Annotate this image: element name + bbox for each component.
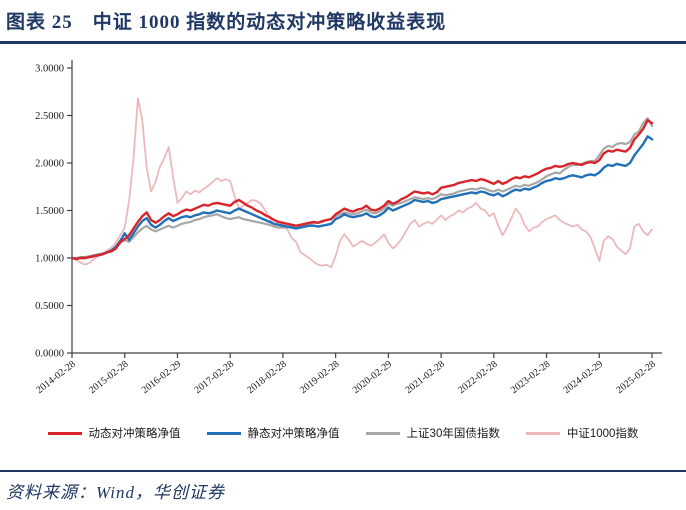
legend-line-sample-csi1000 [525,431,560,435]
footer-divider [0,470,686,472]
legend-item-static: 静态对冲策略净值 [206,425,340,441]
x-axis-label: 2023-02-28 [509,359,553,396]
y-axis-label: 0.5000 [35,301,64,312]
y-axis-label: 3.0000 [35,64,64,75]
figure-title: 图表 25 中证 1000 指数的动态对冲策略收益表现 [6,12,447,33]
x-axis-label: 2015-02-28 [87,359,131,396]
chart-area: 0.0000 0.5000 1.0000 1.5000 2.0000 2.5000 3.00… [10,48,676,420]
legend-line-sample-bond [365,431,400,435]
x-axis-label: 2018-02-28 [245,359,289,396]
legend-line-sample-dynamic [47,431,82,435]
series-line-csi1000 [71,97,653,269]
series-line-static [70,135,654,261]
legend-label: 上证30年国债指数 [406,428,500,440]
x-axis-label: 2022-02-28 [456,359,500,396]
chart-legend: 动态对冲策略净值 静态对冲策略净值 上证30年国债指数 中证1000指数 [0,422,686,444]
legend-item-csi1000: 中证1000指数 [525,425,639,441]
y-axis-label: 2.0000 [35,159,64,170]
legend-item-dynamic: 动态对冲策略净值 [47,425,181,441]
x-axis-label: 2014-02-28 [34,359,78,396]
y-axis-label: 0.0000 [35,349,64,360]
legend-line-sample-static [206,431,241,435]
x-axis-label: 2025-02-28 [614,359,658,396]
x-axis-label: 2021-02-28 [403,359,447,396]
line-chart: 0.0000 0.5000 1.0000 1.5000 2.0000 2.5000 3.00… [34,60,662,396]
x-axis-label: 2019-02-28 [298,359,342,396]
x-axis-label: 2017-02-28 [192,359,236,396]
legend-label: 静态对冲策略净值 [247,428,340,440]
y-axis-label: 1.5000 [35,206,64,217]
data-source: 资料来源：Wind，华创证券 [6,483,225,502]
legend-label: 中证1000指数 [566,428,639,440]
x-axis-label: 2020-02-29 [351,359,395,396]
legend-item-bond: 上证30年国债指数 [365,425,500,441]
title-divider [0,41,686,44]
y-axis-label: 1.0000 [35,254,64,265]
x-axis-label: 2024-02-29 [562,359,606,396]
x-axis-label: 2016-02-29 [140,359,184,396]
y-axis-label: 2.5000 [35,111,64,122]
legend-label: 动态对冲策略净值 [88,428,181,440]
series-line-dynamic [70,118,654,261]
series-line-bond [70,117,654,260]
